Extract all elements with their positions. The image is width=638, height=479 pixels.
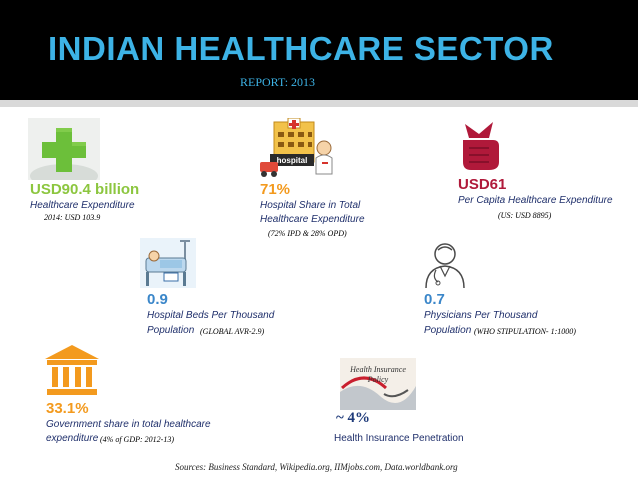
beds-label-line2: Population (147, 325, 195, 336)
government-share-value: 33.1% (46, 400, 89, 417)
medical-cross-icon (28, 118, 100, 180)
expenditure-label: Healthcare Expenditure (30, 200, 135, 211)
policy-text-line2: Policy (367, 375, 389, 384)
beds-value: 0.9 (147, 291, 168, 308)
per-capita-value: USD61 (458, 176, 507, 193)
per-capita-note: (US: USD 8895) (498, 211, 552, 220)
hospital-share-label-line2: Healthcare Expenditure (260, 214, 365, 225)
hospital-share-note: (72% IPD & 28% OPD) (268, 229, 347, 238)
header-divider (0, 100, 638, 107)
hand-money-icon (463, 122, 499, 170)
hospital-share-label-line1: Hospital Share in Total (260, 200, 361, 211)
physicians-note: (WHO STIPULATION- 1:1000) (474, 327, 576, 336)
insurance-policy-icon: Health Insurance Policy (340, 358, 416, 410)
expenditure-note: 2014: USD 103.9 (44, 213, 101, 222)
government-building-icon (45, 345, 99, 395)
policy-text-line1: Health Insurance (349, 365, 406, 374)
physicians-value: 0.7 (424, 291, 445, 308)
report-year: REPORT: 2013 (240, 75, 316, 89)
title-banner: INDIAN HEALTHCARE SECTOR REPORT: 2013 (0, 0, 638, 100)
hospital-bed-icon (140, 238, 196, 288)
hospital-building-icon: hospital (260, 118, 333, 177)
sources-footnote: Sources: Business Standard, Wikipedia.or… (175, 462, 458, 472)
per-capita-label: Per Capita Healthcare Expenditure (458, 195, 613, 206)
insurance-penetration-value: ~ 4% (336, 410, 371, 426)
physicians-label-line1: Physicians Per Thousand (424, 310, 538, 321)
page-title: INDIAN HEALTHCARE SECTOR (48, 30, 554, 67)
government-share-note: (4% of GDP: 2012-13) (100, 435, 174, 444)
government-share-label-line1: Government share in total healthcare (46, 419, 211, 430)
beds-label-line1: Hospital Beds Per Thousand (147, 310, 275, 321)
physicians-label-line2: Population (424, 325, 472, 336)
doctor-icon (425, 243, 465, 289)
hospital-share-value: 71% (260, 181, 291, 198)
government-share-label-line2: expenditure (46, 433, 99, 444)
expenditure-value: USD90.4 billion (30, 181, 140, 198)
hospital-sign-text: hospital (277, 156, 308, 165)
insurance-penetration-label: Health Insurance Penetration (334, 433, 464, 444)
beds-note: (GLOBAL AVR-2.9) (200, 327, 265, 336)
